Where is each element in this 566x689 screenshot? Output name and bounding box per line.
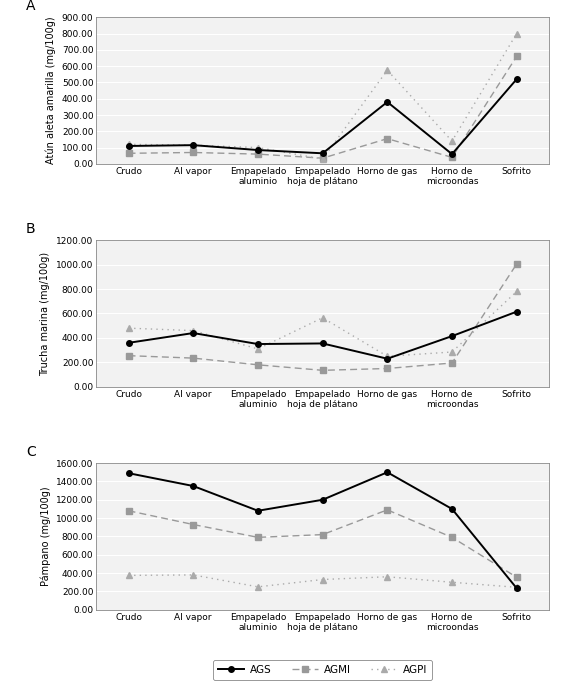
Y-axis label: Pámpano (mg/100g): Pámpano (mg/100g) [40,486,50,586]
Y-axis label: Atún aleta amarilla (mg/100g): Atún aleta amarilla (mg/100g) [46,17,56,165]
Legend: AGS, AGMI, AGPI: AGS, AGMI, AGPI [213,660,432,680]
Y-axis label: Trucha marina (mg/100g): Trucha marina (mg/100g) [41,251,50,376]
Text: C: C [26,444,36,459]
Text: B: B [26,222,36,236]
Text: A: A [26,0,36,13]
